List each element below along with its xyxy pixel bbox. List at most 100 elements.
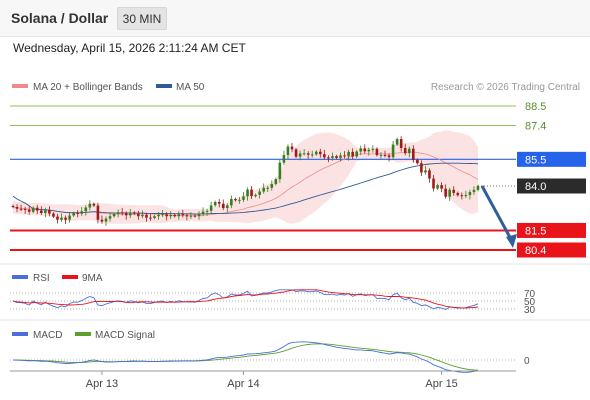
x-axis-ticks: Apr 13 Apr 14 Apr 15: [86, 371, 458, 390]
candle-body: [278, 162, 282, 180]
candle-body: [76, 213, 79, 215]
candle-body: [351, 151, 354, 157]
level-label: 80.4: [525, 245, 546, 257]
candle-body: [149, 217, 152, 219]
candle-body: [363, 148, 367, 152]
rsi-tick-label: 30: [524, 305, 536, 316]
rsi-legend-swatch: [12, 275, 28, 279]
candle-body: [476, 186, 480, 190]
candle-body: [128, 212, 132, 216]
candle-body: [246, 189, 249, 197]
bollinger-legend-swatch: [12, 84, 28, 88]
candle-body: [290, 146, 294, 150]
macd-signal-legend-swatch: [75, 332, 91, 336]
x-tick-label: Apr 14: [227, 378, 259, 390]
candle-body: [262, 187, 265, 192]
candle-body: [88, 203, 92, 208]
candle-body: [347, 151, 350, 157]
level-label: 85.5: [525, 154, 546, 166]
candle-body: [234, 198, 237, 201]
candle-body: [100, 219, 104, 222]
level-lines: [10, 105, 516, 251]
candle-body: [468, 192, 472, 196]
candle-body: [104, 218, 108, 222]
candle-body: [27, 209, 31, 212]
candle-body: [339, 155, 342, 158]
candle-body: [124, 213, 128, 216]
level-badges: 88.5 87.4 85.5 84.0 81.5 80.4: [517, 101, 586, 258]
candle-body: [270, 184, 274, 188]
level-label: 88.5: [525, 101, 546, 113]
candle-body: [298, 153, 302, 157]
bollinger-band: [13, 130, 478, 224]
candle-body: [112, 213, 116, 217]
candle-body: [355, 151, 358, 157]
candle-body: [371, 148, 375, 150]
candle-body: [302, 153, 306, 155]
candle-body: [226, 205, 229, 209]
candle-body: [432, 178, 435, 189]
level-label: 81.5: [525, 225, 546, 237]
candle-body: [80, 211, 84, 214]
candle-body: [173, 214, 177, 217]
rsi-ma-line: [12, 289, 479, 309]
candle-body: [452, 189, 456, 193]
candle-body: [310, 154, 314, 156]
interval-button[interactable]: 30 MIN: [117, 7, 167, 30]
candle-body: [379, 154, 383, 156]
candle-body: [416, 159, 419, 164]
candle-body: [40, 210, 43, 214]
candle-body: [387, 155, 391, 158]
candle-body: [314, 151, 318, 155]
forecast-arrow-head: [506, 234, 517, 248]
candle-body: [92, 203, 96, 206]
candle-body: [375, 148, 379, 156]
candle-body: [266, 187, 270, 189]
candle-body: [197, 214, 201, 217]
candle-body: [444, 188, 447, 197]
candle-body: [331, 156, 334, 158]
candle-body: [230, 198, 233, 206]
candle-body: [64, 217, 67, 220]
candle-body: [258, 191, 261, 195]
candles: [11, 136, 480, 226]
candle-body: [31, 207, 35, 212]
candle-body: [120, 212, 124, 214]
candle-body: [72, 213, 75, 216]
candle-body: [181, 214, 185, 216]
candle-body: [242, 196, 245, 200]
candle-body: [464, 195, 468, 197]
candle-body: [217, 202, 221, 204]
rsi-legend-label: RSI: [33, 273, 50, 284]
level-badge-support: [517, 222, 586, 238]
x-tick-label: Apr 15: [425, 378, 457, 390]
candle-body: [436, 185, 439, 189]
candle-body: [399, 139, 403, 148]
candle-body: [306, 153, 310, 155]
candle-body: [157, 214, 160, 217]
macd-signal-line: [13, 343, 479, 371]
candle-body: [391, 144, 395, 158]
candle-body: [145, 214, 148, 218]
candle-body: [319, 151, 322, 155]
candle-body: [403, 147, 407, 154]
candle-body: [395, 139, 399, 145]
candle-body: [84, 207, 88, 212]
candle-body: [440, 185, 443, 189]
candle-body: [343, 155, 346, 157]
candle-body: [133, 212, 136, 214]
candle-body: [294, 149, 298, 157]
x-tick-label: Apr 13: [86, 378, 118, 390]
candle-body: [205, 210, 209, 212]
macd-legend-swatch: [12, 332, 28, 336]
candle-body: [424, 170, 427, 173]
candle-body: [420, 163, 423, 173]
level-label: 84.0: [525, 181, 546, 193]
candle-body: [19, 208, 23, 210]
rsi-tick-label: 50: [524, 297, 536, 308]
candle-body: [44, 209, 47, 214]
candle-body: [116, 212, 120, 214]
candle-body: [68, 215, 71, 220]
candle-body: [108, 216, 112, 219]
rsi-ma-legend-swatch: [62, 275, 78, 279]
